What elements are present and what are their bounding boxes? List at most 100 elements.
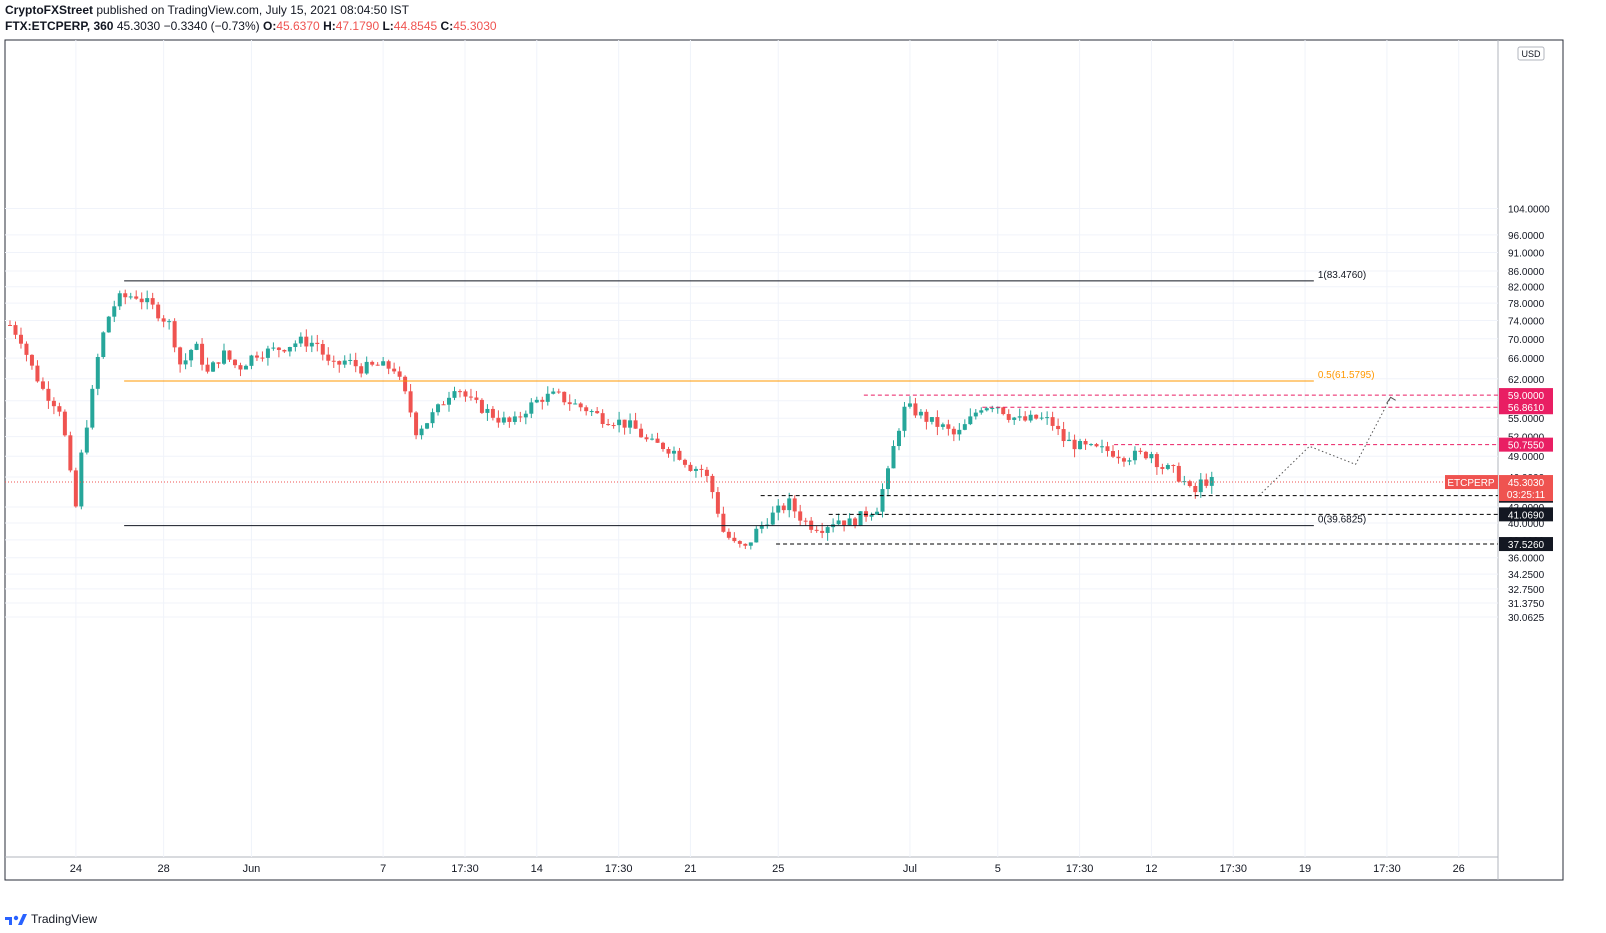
bear-candle bbox=[359, 363, 364, 378]
candle-body bbox=[891, 446, 896, 469]
bull-candle bbox=[1089, 443, 1094, 447]
y-tick-label: 70.0000 bbox=[1508, 335, 1545, 346]
bear-candle bbox=[715, 487, 720, 518]
bear-candle bbox=[205, 357, 210, 374]
bear-candle bbox=[200, 338, 205, 371]
bull-candle bbox=[95, 353, 100, 396]
publisher-name: CryptoFXStreet bbox=[5, 3, 94, 17]
candle-body bbox=[715, 492, 720, 514]
bear-candle bbox=[24, 341, 29, 362]
bull-candle bbox=[776, 499, 781, 521]
candle-body bbox=[918, 411, 923, 416]
symbol-label[interactable]: FTX:ETCPERP, 360 bbox=[5, 19, 114, 33]
bear-candle bbox=[1154, 452, 1159, 475]
candle-body bbox=[172, 321, 177, 348]
candle-body bbox=[260, 357, 265, 359]
bull-candle bbox=[309, 335, 314, 353]
bull-candle bbox=[1198, 473, 1203, 498]
bear-candle bbox=[337, 360, 342, 373]
bear-candle bbox=[567, 394, 572, 411]
bear-candle bbox=[600, 409, 605, 428]
bear-candle bbox=[639, 423, 644, 438]
bull-candle bbox=[189, 348, 194, 367]
bear-candle bbox=[798, 504, 803, 526]
bear-candle bbox=[57, 402, 62, 417]
bear-candle bbox=[792, 495, 797, 518]
x-tick-label: 14 bbox=[531, 863, 543, 875]
bull-candle bbox=[298, 332, 303, 347]
y-tick-label: 82.0000 bbox=[1508, 283, 1545, 294]
bear-candle bbox=[134, 290, 139, 300]
bear-candle bbox=[1204, 473, 1209, 489]
x-tick-label: 28 bbox=[158, 863, 170, 875]
candle-body bbox=[90, 388, 95, 428]
countdown-label: 03:25:11 bbox=[1507, 490, 1546, 501]
open-label: O: bbox=[262, 19, 277, 33]
bull-candle bbox=[1078, 438, 1083, 450]
candles bbox=[8, 289, 1214, 550]
bull-candle bbox=[167, 318, 172, 330]
candle-body bbox=[265, 348, 270, 358]
bear-candle bbox=[644, 434, 649, 442]
candle-body bbox=[929, 417, 934, 422]
x-tick-label: 17:30 bbox=[1066, 863, 1094, 875]
bull-candle bbox=[759, 521, 764, 534]
bull-candle bbox=[1209, 471, 1214, 494]
bear-candle bbox=[655, 432, 660, 443]
candle-body bbox=[1193, 486, 1198, 493]
candle-body bbox=[436, 404, 441, 413]
candle-body bbox=[732, 537, 737, 542]
candle-body bbox=[1116, 456, 1121, 459]
bear-candle bbox=[809, 517, 814, 533]
candle-body bbox=[1039, 417, 1044, 419]
candle-body bbox=[984, 408, 989, 411]
candle-body bbox=[35, 365, 40, 382]
bull-candle bbox=[419, 425, 424, 440]
candle-body bbox=[419, 428, 424, 436]
bear-candle bbox=[8, 320, 12, 327]
candle-body bbox=[644, 437, 649, 440]
bull-candle bbox=[628, 413, 633, 434]
bear-candle bbox=[370, 360, 375, 367]
candle-body bbox=[1138, 450, 1143, 452]
bear-candle bbox=[46, 381, 51, 409]
bear-candle bbox=[392, 362, 397, 374]
bear-candle bbox=[743, 543, 748, 550]
bear-candle bbox=[161, 315, 166, 328]
x-tick-label: 17:30 bbox=[605, 863, 633, 875]
candle-body bbox=[858, 511, 863, 526]
bear-candle bbox=[331, 355, 336, 368]
candle-body bbox=[1204, 479, 1209, 486]
bull-candle bbox=[265, 345, 270, 366]
candle-body bbox=[457, 391, 462, 393]
bear-candle bbox=[556, 388, 561, 394]
fib-level-label: 0.5(61.5795) bbox=[1318, 370, 1375, 381]
candle-body bbox=[951, 428, 956, 435]
y-tick-label: 104.0000 bbox=[1508, 204, 1550, 215]
x-tick-label: 19 bbox=[1299, 863, 1311, 875]
bear-candle bbox=[232, 359, 237, 369]
bear-candle bbox=[457, 389, 462, 398]
bear-candle bbox=[924, 409, 929, 430]
candle-body bbox=[95, 356, 100, 389]
bear-candle bbox=[584, 405, 589, 416]
bull-candle bbox=[222, 343, 227, 365]
candle-body bbox=[1209, 477, 1214, 486]
x-tick-label: 7 bbox=[380, 863, 386, 875]
candle-body bbox=[518, 416, 523, 418]
bear-candle bbox=[1056, 418, 1061, 436]
candle-body bbox=[315, 342, 320, 345]
bull-candle bbox=[342, 355, 347, 368]
candle-body bbox=[46, 388, 51, 401]
bear-candle bbox=[721, 506, 726, 533]
close-label: C: bbox=[440, 19, 454, 33]
y-tick-label: 49.0000 bbox=[1508, 452, 1545, 463]
price-change: −0.3340 (−0.73%) bbox=[163, 19, 260, 33]
candle-body bbox=[754, 528, 759, 543]
candle-body bbox=[1127, 460, 1132, 462]
bear-candle bbox=[227, 350, 232, 362]
x-tick-label: 17:30 bbox=[1220, 863, 1248, 875]
bull-candle bbox=[211, 360, 216, 372]
candle-body bbox=[282, 349, 287, 352]
